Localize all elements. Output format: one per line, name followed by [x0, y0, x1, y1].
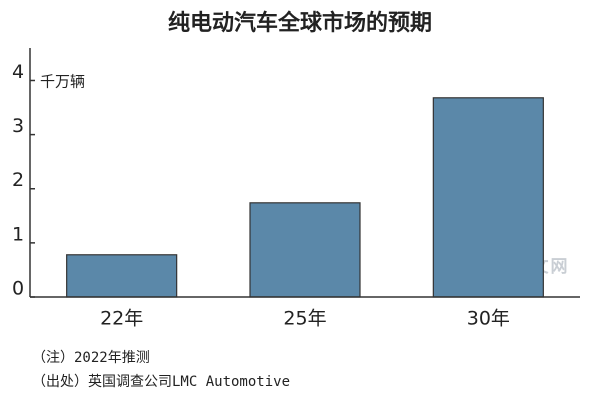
bar: [66, 254, 178, 298]
x-tick-label: 30年: [467, 308, 510, 330]
source: （出处）英国调查公司LMC Automotive: [32, 373, 290, 390]
chart-title: 纯电动汽车全球市场的预期: [168, 10, 432, 36]
note: （注）2022年推测: [32, 350, 150, 366]
y-unit: 千万辆: [40, 73, 85, 91]
bar: [249, 202, 361, 298]
y-tick-label: 4: [12, 61, 24, 83]
x-tick-label: 25年: [283, 308, 326, 330]
y-tick-label: 0: [12, 278, 24, 300]
y-tick-label: 2: [12, 169, 24, 191]
y-tick-label: 1: [12, 223, 24, 245]
bar: [432, 97, 544, 298]
y-tick-label: 3: [12, 115, 24, 137]
x-tick-label: 22年: [100, 308, 143, 330]
